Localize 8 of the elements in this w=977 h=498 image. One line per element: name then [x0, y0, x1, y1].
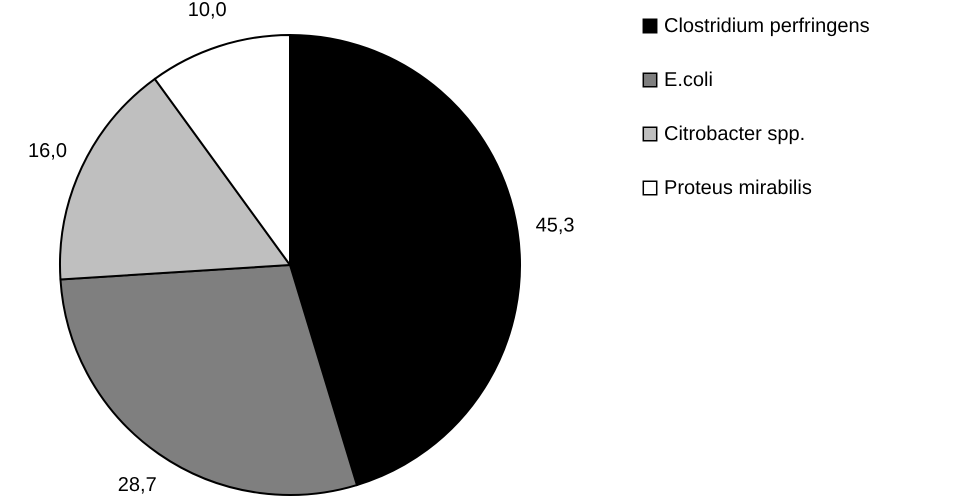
legend-label: E.coli: [664, 69, 713, 91]
legend-label: Clostridium perfringens: [664, 15, 870, 37]
legend-label: Citrobacter spp.: [664, 123, 806, 145]
data-label: 16,0: [28, 140, 67, 162]
data-label: 28,7: [118, 474, 157, 496]
legend-label: Proteus mirabilis: [664, 177, 812, 199]
data-label: 10,0: [188, 0, 227, 22]
data-label: 45,3: [536, 214, 575, 237]
